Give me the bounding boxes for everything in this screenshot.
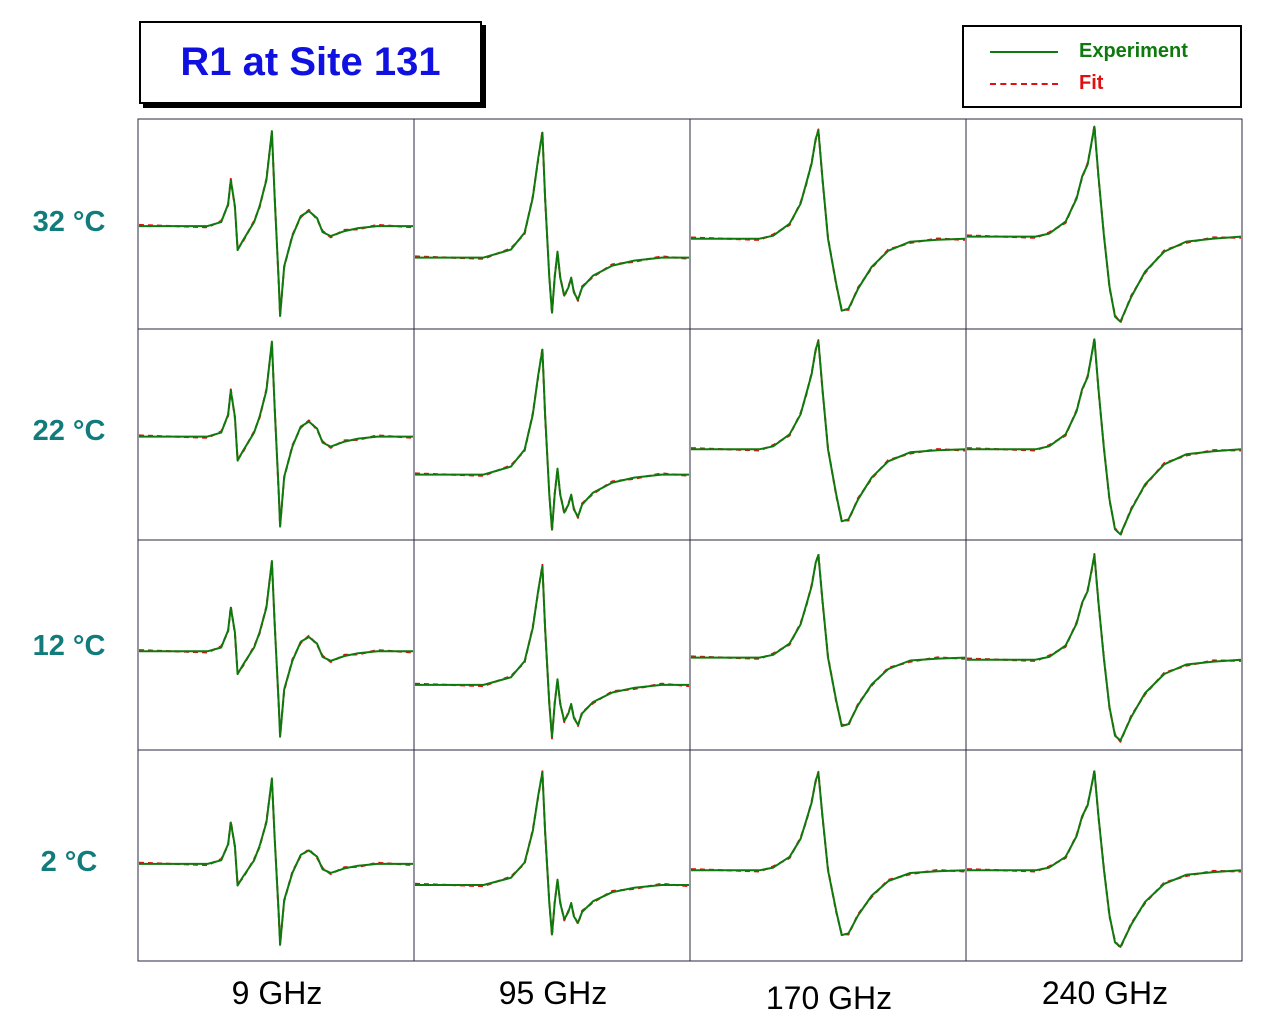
row-label-22c: 22 °C (32, 415, 106, 447)
chart-title: R1 at Site 131 (180, 40, 441, 84)
fit-line-22c-95ghz (414, 347, 690, 532)
experiment-line-12c-9ghz (139, 560, 413, 738)
panel-32c-240ghz (965, 118, 1243, 330)
col-label-240ghz: 240 GHz (1041, 975, 1169, 1011)
fit-line-22c-240ghz (966, 337, 1242, 537)
panel-22c-170ghz (689, 328, 967, 541)
experiment-line-22c-240ghz (967, 338, 1242, 536)
experiment-line-2c-240ghz (967, 770, 1242, 948)
title-box: R1 at Site 131 (139, 21, 482, 104)
experiment-line-12c-240ghz (967, 554, 1242, 742)
fit-line-12c-240ghz (966, 553, 1242, 743)
fit-line-32c-170ghz (690, 128, 966, 311)
experiment-line-32c-9ghz (139, 130, 413, 318)
experiment-line-22c-170ghz (691, 340, 966, 523)
legend-label-fit: Fit (1079, 72, 1104, 94)
col-label-95ghz: 95 GHz (498, 975, 608, 1011)
fit-line-12c-95ghz (414, 563, 690, 740)
legend-swatch-experiment (990, 51, 1058, 53)
fit-line-2c-95ghz (414, 770, 690, 937)
experiment-line-32c-240ghz (967, 125, 1242, 323)
experiment-line-2c-95ghz (415, 771, 689, 936)
panel-12c-95ghz (413, 539, 691, 751)
legend-swatch-fit (990, 83, 1058, 85)
row-label-32c: 32 °C (32, 206, 106, 238)
experiment-line-22c-95ghz (415, 348, 689, 531)
fit-line-22c-170ghz (690, 339, 966, 522)
fit-line-32c-95ghz (414, 130, 690, 315)
fit-line-2c-240ghz (966, 769, 1242, 949)
experiment-line-12c-170ghz (691, 554, 966, 727)
panel-12c-240ghz (965, 539, 1243, 751)
panel-2c-170ghz (689, 749, 967, 962)
col-label-9ghz: 9 GHz (231, 975, 323, 1011)
experiment-line-22c-9ghz (139, 340, 413, 528)
row-label-12c: 12 °C (32, 630, 106, 662)
fit-line-2c-170ghz (690, 770, 966, 936)
fit-line-32c-240ghz (966, 124, 1242, 324)
experiment-line-32c-170ghz (691, 129, 966, 312)
panel-22c-240ghz (965, 328, 1243, 541)
experiment-line-32c-95ghz (415, 131, 689, 314)
panel-2c-240ghz (965, 749, 1243, 962)
legend: Experiment Fit (962, 25, 1242, 108)
legend-item-experiment: Experiment (964, 39, 1240, 65)
row-label-2c: 2 °C (40, 846, 98, 878)
col-label-170ghz: 170 GHz (765, 980, 893, 1016)
panel-12c-170ghz (689, 539, 967, 751)
fit-line-12c-170ghz (690, 552, 966, 727)
experiment-line-2c-9ghz (139, 777, 413, 946)
panel-32c-170ghz (689, 118, 967, 330)
experiment-line-12c-95ghz (415, 565, 689, 739)
experiment-line-2c-170ghz (691, 772, 966, 937)
panel-32c-95ghz (413, 118, 691, 330)
legend-label-experiment: Experiment (1079, 40, 1188, 62)
legend-item-fit: Fit (964, 71, 1240, 97)
panel-22c-95ghz (413, 328, 691, 541)
